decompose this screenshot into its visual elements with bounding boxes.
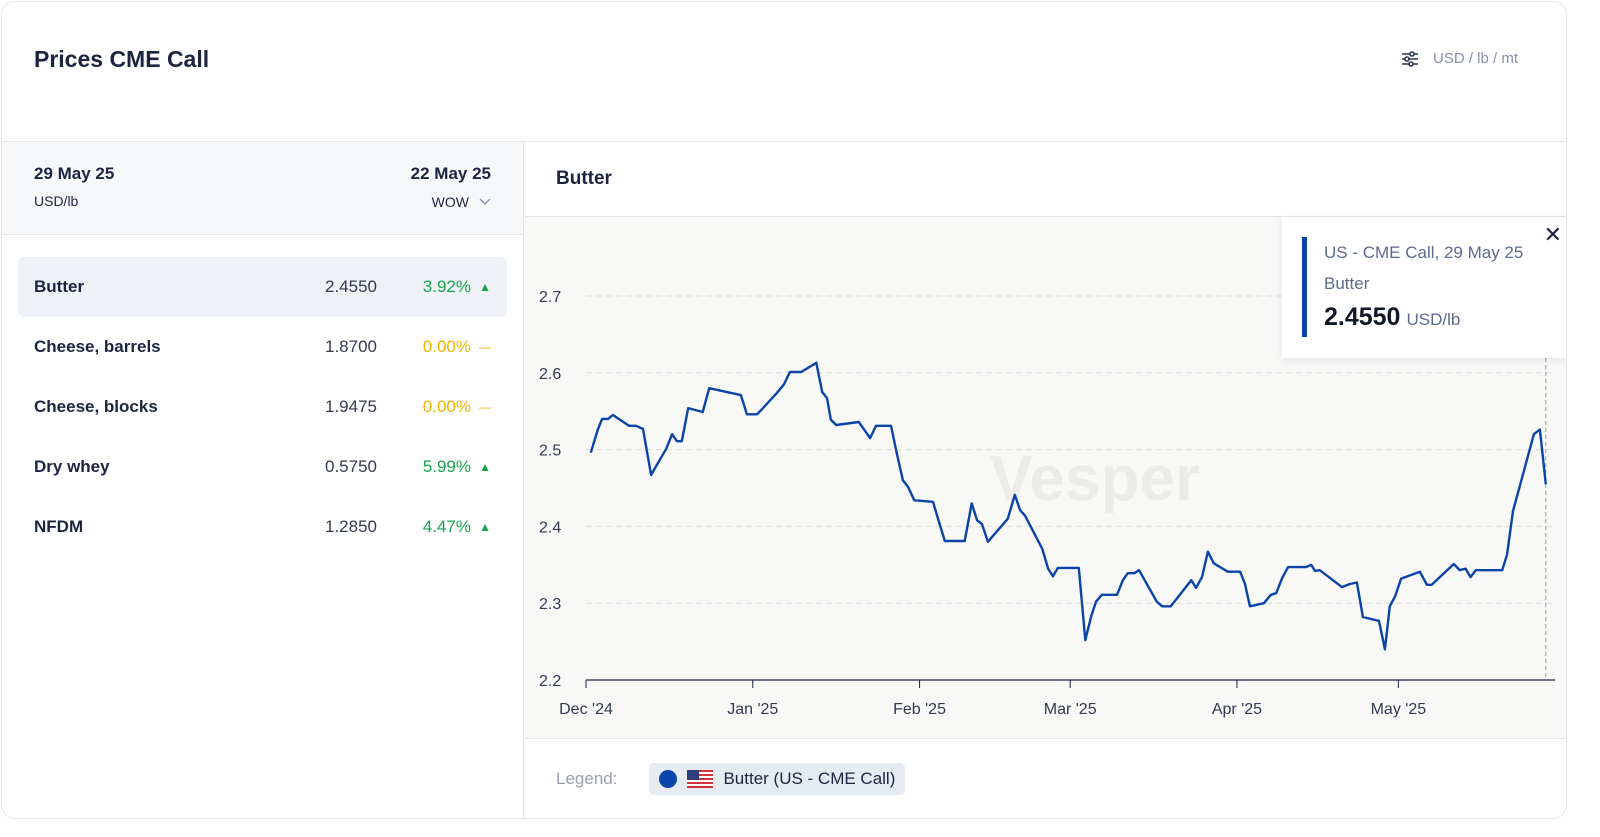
tooltip-value-row: 2.4550 USD/lb [1324, 303, 1552, 332]
product-price: 0.5750 [325, 457, 377, 476]
sliders-icon [1401, 50, 1418, 67]
divider [2, 141, 1566, 142]
dash-icon: — [479, 400, 491, 414]
price-change: 3.92% [422, 277, 471, 296]
y-tick-label: 2.6 [539, 366, 561, 383]
tooltip-unit: USD/lb [1406, 310, 1461, 329]
triangle-up-icon: ▲ [479, 460, 491, 474]
chart-panel: Butter Vesper 2.2 2.3 2.4 2.5 2.6 2.7 Dec '24 Ja… [525, 142, 1566, 818]
units-label: USD / lb / mt [1432, 50, 1518, 67]
price-row[interactable]: NFDM 1.2850 4.47% ▲ [18, 497, 507, 557]
y-tick-label: 2.3 [539, 596, 561, 613]
product-name: Cheese, barrels [34, 337, 161, 356]
product-price: 2.4550 [325, 277, 377, 296]
x-tick-label: Jan '25 [727, 701, 778, 718]
legend-label: Legend: [556, 769, 618, 788]
legend-series-name: Butter (US - CME Call) [723, 769, 896, 788]
units-selector[interactable]: USD / lb / mt [1401, 50, 1518, 67]
compare-mode-label: WOW [431, 194, 469, 210]
series-line-butter [589, 361, 1547, 651]
product-name: Cheese, blocks [34, 397, 158, 416]
triangle-up-icon: ▲ [479, 520, 491, 534]
price-change: 0.00% [422, 337, 471, 356]
product-name: Butter [34, 277, 85, 296]
product-price: 1.9475 [325, 397, 377, 416]
y-tick-label: 2.2 [539, 673, 561, 690]
product-name: NFDM [34, 517, 84, 536]
product-price: 1.2850 [325, 517, 377, 536]
y-tick-label: 2.5 [539, 443, 561, 460]
unit-label: USD/lb [34, 193, 79, 209]
y-tick-label: 2.4 [539, 519, 561, 536]
compare-mode-dropdown[interactable]: WOW [432, 194, 491, 210]
tooltip-source: US - CME Call, 29 May 25 [1324, 243, 1524, 262]
product-price: 1.8700 [325, 337, 377, 356]
product-name: Dry whey [34, 457, 110, 476]
price-change: 4.47% [422, 517, 471, 536]
legend-item-butter[interactable]: Butter (US - CME Call) [649, 763, 906, 795]
x-tick-label: Feb '25 [893, 701, 946, 718]
us-flag-icon [687, 770, 714, 788]
series-color-dot [659, 770, 678, 788]
tooltip: US - CME Call, 29 May 25 Butter 2.4550 US… [1282, 217, 1566, 358]
price-row[interactable]: Cheese, barrels 1.8700 0.00% — [18, 317, 507, 377]
tooltip-value: 2.4550 [1324, 303, 1401, 331]
chevron-down-icon [479, 198, 491, 205]
line-chart: Vesper 2.2 2.3 2.4 2.5 2.6 2.7 Dec '24 Jan '25 Fe… [539, 289, 1555, 718]
legend: Legend: Butter (US - CME Call) [525, 740, 1566, 818]
chart-title: Butter [525, 142, 1566, 217]
tooltip-series-bar [1302, 237, 1307, 337]
price-row[interactable]: Butter 2.4550 3.92% ▲ [18, 257, 507, 317]
watermark: Vesper [990, 442, 1200, 514]
page-title: Prices CME Call [34, 46, 210, 72]
triangle-up-icon: ▲ [479, 280, 491, 294]
price-list-header: 29 May 25 USD/lb 22 May 25 WOW [2, 142, 523, 235]
price-row[interactable]: Cheese, blocks 1.9475 0.00% — [18, 377, 507, 437]
x-tick-label: May '25 [1371, 701, 1427, 718]
price-change: 5.99% [422, 457, 471, 476]
price-list: Butter 2.4550 3.92% ▲ Cheese, barrels 1.8… [2, 235, 523, 579]
price-change: 0.00% [422, 397, 471, 416]
chart-area[interactable]: Vesper 2.2 2.3 2.4 2.5 2.6 2.7 Dec '24 Jan '25 Fe… [525, 217, 1566, 739]
close-icon[interactable]: ✕ [1543, 222, 1562, 247]
compare-date: 22 May 25 [410, 164, 491, 183]
tooltip-product: Butter [1324, 274, 1370, 293]
current-date: 29 May 25 [34, 164, 115, 183]
y-tick-label: 2.7 [539, 289, 561, 306]
x-tick-label: Apr '25 [1212, 701, 1262, 718]
x-tick-label: Dec '24 [559, 701, 613, 718]
price-list-panel: 29 May 25 USD/lb 22 May 25 WOW Butter 2.… [2, 142, 524, 818]
price-row[interactable]: Dry whey 0.5750 5.99% ▲ [18, 437, 507, 497]
x-tick-label: Mar '25 [1044, 701, 1097, 718]
dash-icon: — [479, 340, 491, 354]
prices-card: Prices CME Call USD / lb / mt 29 May 25 … [1, 1, 1567, 819]
